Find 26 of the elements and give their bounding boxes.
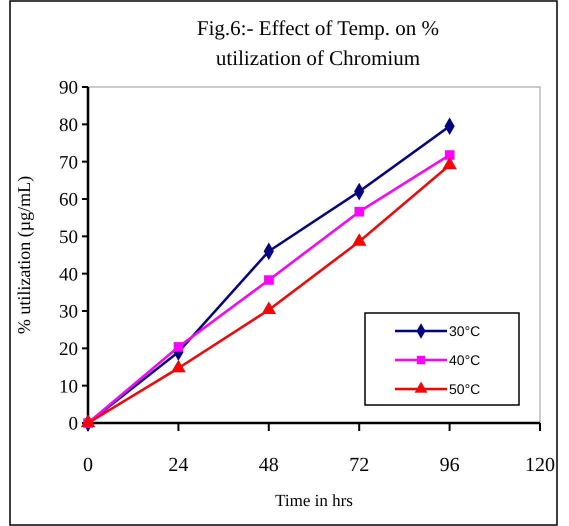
y-tick-label: 0	[68, 414, 78, 435]
y-tick-label: 60	[59, 190, 78, 211]
x-tick-label: 48	[258, 454, 279, 476]
y-tick-label: 90	[59, 78, 78, 99]
legend-label: 50°C	[449, 380, 480, 397]
x-tick-label: 0	[83, 454, 93, 476]
point	[264, 275, 274, 285]
point	[174, 342, 184, 352]
x-tick-label: 24	[168, 454, 188, 476]
y-tick-label: 70	[59, 152, 78, 174]
chart-title: Fig.6:- Effect of Temp. on % utilization of Chromium	[196, 16, 440, 70]
point	[354, 206, 364, 216]
y-axis-title: % utilization (µg/mL)	[14, 176, 34, 334]
x-tick-label: 120	[525, 454, 555, 476]
y-tick-label: 10	[59, 376, 78, 398]
x-axis-title: Time in hrs	[275, 491, 353, 510]
y-tick-label: 40	[59, 264, 78, 286]
legend-label: 30°C	[449, 322, 480, 339]
y-tick-label: 30	[59, 302, 78, 323]
legend-label: 40°C	[449, 352, 480, 368]
point	[444, 150, 454, 160]
x-tick-label: 96	[440, 454, 460, 476]
y-tick-label: 20	[59, 338, 78, 360]
y-tick-label: 50	[59, 226, 78, 248]
y-tick-label: 80	[59, 114, 78, 136]
x-tick-label: 72	[349, 454, 370, 476]
